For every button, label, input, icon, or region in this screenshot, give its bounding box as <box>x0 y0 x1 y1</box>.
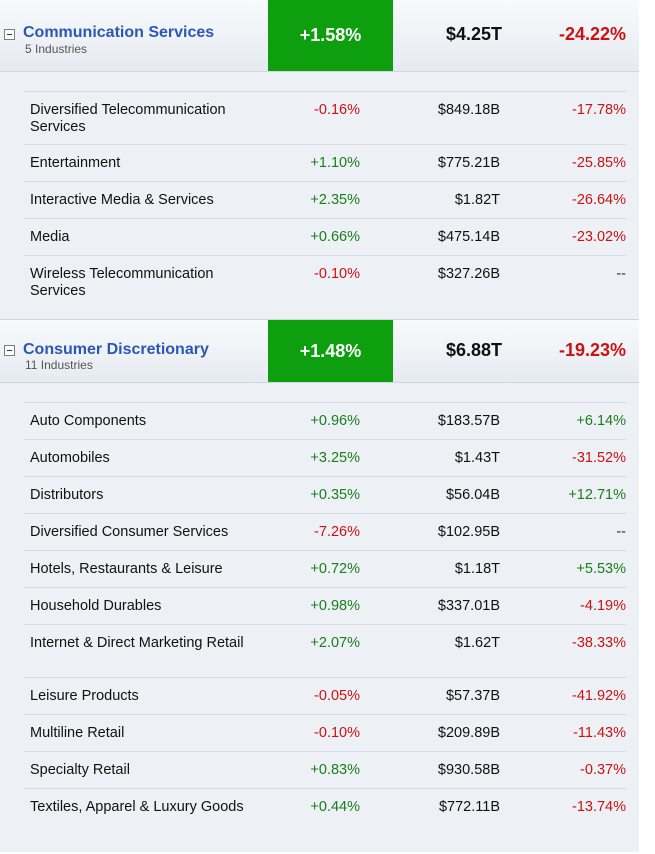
industry-ytd: -38.33% <box>571 635 626 651</box>
industry-row[interactable]: Wireless Telecommunication Services -0.1… <box>24 256 626 309</box>
industry-row[interactable]: Entertainment +1.10% $775.21B -25.85% <box>24 145 626 182</box>
sector-header-consumer-discretionary: Consumer Discretionary 11 Industries +1.… <box>0 319 639 383</box>
industry-ytd: -0.37% <box>580 762 626 778</box>
industry-market-cap: $1.43T <box>454 450 500 466</box>
industry-ytd: -31.52% <box>571 450 626 466</box>
industry-change: -0.05% <box>314 688 360 704</box>
industry-change: +1.10% <box>310 155 360 171</box>
industry-market-cap: $775.21B <box>437 155 500 171</box>
industry-change: -7.26% <box>314 524 360 540</box>
divider <box>24 91 626 92</box>
industry-change: -0.10% <box>314 266 360 282</box>
industry-market-cap: $56.04B <box>445 487 500 503</box>
industry-row[interactable]: Leisure Products -0.05% $57.37B -41.92% <box>24 678 626 715</box>
industry-market-cap: $475.14B <box>437 229 500 245</box>
industry-market-cap: $930.58B <box>437 762 500 778</box>
industry-row[interactable]: Diversified Telecommunication Services -… <box>24 92 626 145</box>
industry-list: Auto Components +0.96% $183.57B +6.14% A… <box>0 383 639 852</box>
industry-change: +0.83% <box>310 762 360 778</box>
industry-row[interactable]: Interactive Media & Services +2.35% $1.8… <box>24 182 626 219</box>
industry-row[interactable]: Diversified Consumer Services -7.26% $10… <box>24 514 626 551</box>
industry-list: Diversified Telecommunication Services -… <box>0 72 639 319</box>
industry-name: Household Durables <box>30 598 162 614</box>
industry-ytd: +6.14% <box>576 413 626 429</box>
industry-ytd: -4.19% <box>580 598 626 614</box>
industry-ytd: -17.78% <box>571 102 626 118</box>
industry-name: Interactive Media & Services <box>30 192 214 208</box>
industry-name: Auto Components <box>30 413 147 429</box>
industry-market-cap: $327.26B <box>437 266 500 282</box>
industry-market-cap: $102.95B <box>437 524 500 540</box>
industry-market-cap: $1.18T <box>454 561 500 577</box>
industry-market-cap: $849.18B <box>437 102 500 118</box>
industry-row[interactable]: Multiline Retail -0.10% $209.89B -11.43% <box>24 715 626 752</box>
industry-change: +2.35% <box>310 192 360 208</box>
industry-change: +0.98% <box>310 598 360 614</box>
sector-change-badge: +1.58% <box>268 0 393 71</box>
industry-name: Wireless Telecommunication Services <box>30 266 214 299</box>
sector-panel: Communication Services 5 Industries +1.5… <box>0 0 639 852</box>
industry-ytd: -- <box>616 266 626 282</box>
industry-name: Specialty Retail <box>30 762 130 778</box>
industry-ytd: -41.92% <box>571 688 626 704</box>
industry-ytd: -26.64% <box>571 192 626 208</box>
industry-market-cap: $772.11B <box>438 799 500 815</box>
industry-name: Hotels, Restaurants & Leisure <box>30 561 223 577</box>
sector-market-cap: $6.88T <box>445 340 502 360</box>
industry-market-cap: $1.62T <box>454 635 500 651</box>
industry-change: +0.72% <box>310 561 360 577</box>
industry-name: Media <box>30 229 70 245</box>
industry-ytd: +5.53% <box>576 561 626 577</box>
industry-market-cap: $57.37B <box>445 688 500 704</box>
industry-ytd: -25.85% <box>571 155 626 171</box>
collapse-minus-icon[interactable] <box>4 345 15 356</box>
divider <box>24 402 626 403</box>
industry-ytd: +12.71% <box>568 487 626 503</box>
sector-industry-count: 11 Industries <box>25 358 93 372</box>
sector-name-link[interactable]: Communication Services <box>23 24 215 41</box>
industry-row[interactable]: Internet & Direct Marketing Retail +2.07… <box>24 625 626 678</box>
industry-market-cap: $337.01B <box>437 598 500 614</box>
industry-name: Automobiles <box>30 450 110 466</box>
sector-market-cap: $4.25T <box>445 24 502 44</box>
industry-row[interactable]: Automobiles +3.25% $1.43T -31.52% <box>24 440 626 477</box>
industry-change: +3.25% <box>310 450 360 466</box>
industry-name: Entertainment <box>30 155 121 171</box>
sector-header-communication-services: Communication Services 5 Industries +1.5… <box>0 0 639 72</box>
industry-row[interactable]: Media +0.66% $475.14B -23.02% <box>24 219 626 256</box>
industry-row[interactable]: Auto Components +0.96% $183.57B +6.14% <box>24 403 626 440</box>
industry-market-cap: $1.82T <box>454 192 500 208</box>
industry-ytd: -23.02% <box>571 229 626 245</box>
industry-name: Distributors <box>30 487 104 503</box>
industry-row[interactable]: Textiles, Apparel & Luxury Goods +0.44% … <box>24 789 626 842</box>
industry-row[interactable]: Distributors +0.35% $56.04B +12.71% <box>24 477 626 514</box>
collapse-minus-icon[interactable] <box>4 29 15 40</box>
industry-ytd: -13.74% <box>571 799 626 815</box>
sector-ytd-change: -19.23% <box>558 340 626 360</box>
sector-name-link[interactable]: Consumer Discretionary <box>23 341 209 358</box>
industry-market-cap: $183.57B <box>437 413 500 429</box>
industry-change: +0.35% <box>310 487 360 503</box>
industry-change: -0.10% <box>314 725 360 741</box>
sector-industry-count: 5 Industries <box>25 42 88 56</box>
industry-name: Multiline Retail <box>30 725 125 741</box>
industry-change: +0.44% <box>310 799 360 815</box>
industry-name: Textiles, Apparel & Luxury Goods <box>30 799 244 815</box>
industry-name: Internet & Direct Marketing Retail <box>30 635 244 651</box>
industry-market-cap: $209.89B <box>437 725 500 741</box>
sector-change-badge: +1.48% <box>268 320 393 382</box>
industry-change: -0.16% <box>314 102 360 118</box>
industry-ytd: -- <box>616 524 626 540</box>
industry-row[interactable]: Specialty Retail +0.83% $930.58B -0.37% <box>24 752 626 789</box>
industry-name: Leisure Products <box>30 688 139 704</box>
sector-ytd-change: -24.22% <box>558 24 626 44</box>
industry-name: Diversified Consumer Services <box>30 524 229 540</box>
industry-change: +0.66% <box>310 229 360 245</box>
industry-name: Diversified Telecommunication Services <box>30 102 226 135</box>
industry-change: +0.96% <box>310 413 360 429</box>
industry-ytd: -11.43% <box>573 725 626 741</box>
industry-row[interactable]: Household Durables +0.98% $337.01B -4.19… <box>24 588 626 625</box>
industry-row[interactable]: Hotels, Restaurants & Leisure +0.72% $1.… <box>24 551 626 588</box>
industry-change: +2.07% <box>310 635 360 651</box>
